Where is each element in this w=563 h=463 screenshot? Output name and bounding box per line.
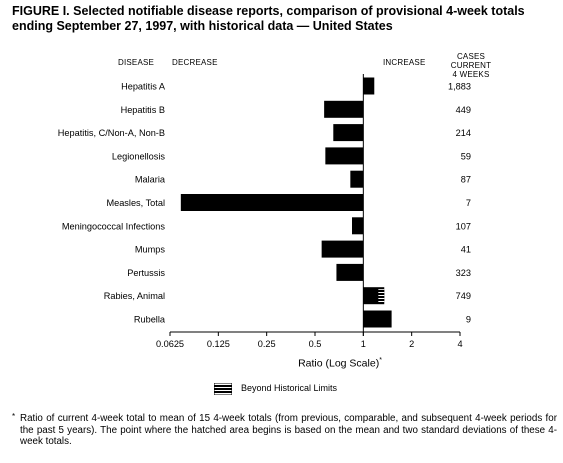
category-label: Rabies, Animal [104,291,165,301]
case-count: 7 [466,198,471,208]
bars-layer [180,77,392,328]
cases-header-line-1: CASES CURRENT [450,52,492,70]
bar-rubella [363,310,392,328]
case-count: 449 [456,105,471,115]
case-count: 9 [466,315,471,325]
bar-pertussis [336,263,364,281]
x-tick-label: 0.0625 [156,339,184,349]
bar-hepatitis-a [363,77,375,95]
x-tick-label: 0.25 [258,339,276,349]
legend-label: Beyond Historical Limits [241,383,338,393]
footnote-mark: * [12,412,16,421]
category-label: Legionellosis [112,151,166,161]
increase-header: INCREASE [383,58,426,67]
x-tick-label: 1 [361,339,366,349]
x-tick-label: 2 [409,339,414,349]
case-count: 59 [461,151,471,161]
bar-hepatitis-c-non-a-non-b [333,124,364,142]
case-count: 107 [456,221,471,231]
hatched-swatch [214,383,232,395]
category-labels: Hepatitis A Hepatitis B Hepatitis, C/Non-A… [58,82,166,325]
bar-malaria [350,170,364,188]
category-label: Measles, Total [106,198,165,208]
category-label: Hepatitis B [121,105,165,115]
case-count: 87 [461,175,471,185]
bar-legionellosis [325,147,364,165]
x-tick-label: 0.5 [309,339,322,349]
x-axis-label: Ratio (Log Scale)* [270,357,410,370]
cases-column-header: CASES CURRENT 4 WEEKS [438,52,504,79]
decrease-header: DECREASE [172,58,218,67]
case-count: 1,883 [448,82,471,92]
x-axis-label-footnote-mark: * [379,357,382,364]
case-count: 41 [461,245,471,255]
figure-title-line-1: FIGURE I. Selected notifiable disease re… [12,4,525,18]
case-count: 323 [456,268,471,278]
hatched-segment [378,289,385,303]
category-label: Meningococcal Infections [62,221,166,231]
case-counts: 1,883 449 214 59 87 7 107 41 323 749 9 [448,82,471,325]
case-count: 214 [456,128,471,138]
category-label: Mumps [135,245,166,255]
footnote: * Ratio of current 4-week total to mean … [12,412,557,448]
bar-meningococcal-infections [352,217,364,235]
category-label: Hepatitis, C/Non-A, Non-B [58,128,165,138]
footnote-text: Ratio of current 4-week total to mean of… [20,413,557,447]
x-tick-label: 0.125 [207,339,230,349]
x-tick-label: 4 [457,339,462,349]
category-label: Malaria [135,175,166,185]
category-label: Rubella [134,315,166,325]
figure-title-line-2: ending September 27, 1997, with historic… [12,19,393,33]
x-axis-label-text: Ratio (Log Scale) [298,357,380,370]
case-count: 749 [456,291,471,301]
disease-column-header: DISEASE [118,58,155,67]
bar-measles-total [180,194,364,211]
bar-hepatitis-b [324,100,364,118]
x-axis: 0.0625 0.125 0.25 0.5 1 2 4 [156,74,463,349]
bar-mumps [321,240,364,258]
category-label: Hepatitis A [121,82,166,92]
category-label: Pertussis [127,268,165,278]
cases-header-line-2: 4 WEEKS [452,70,490,79]
figure-title: FIGURE I. Selected notifiable disease re… [12,4,557,34]
